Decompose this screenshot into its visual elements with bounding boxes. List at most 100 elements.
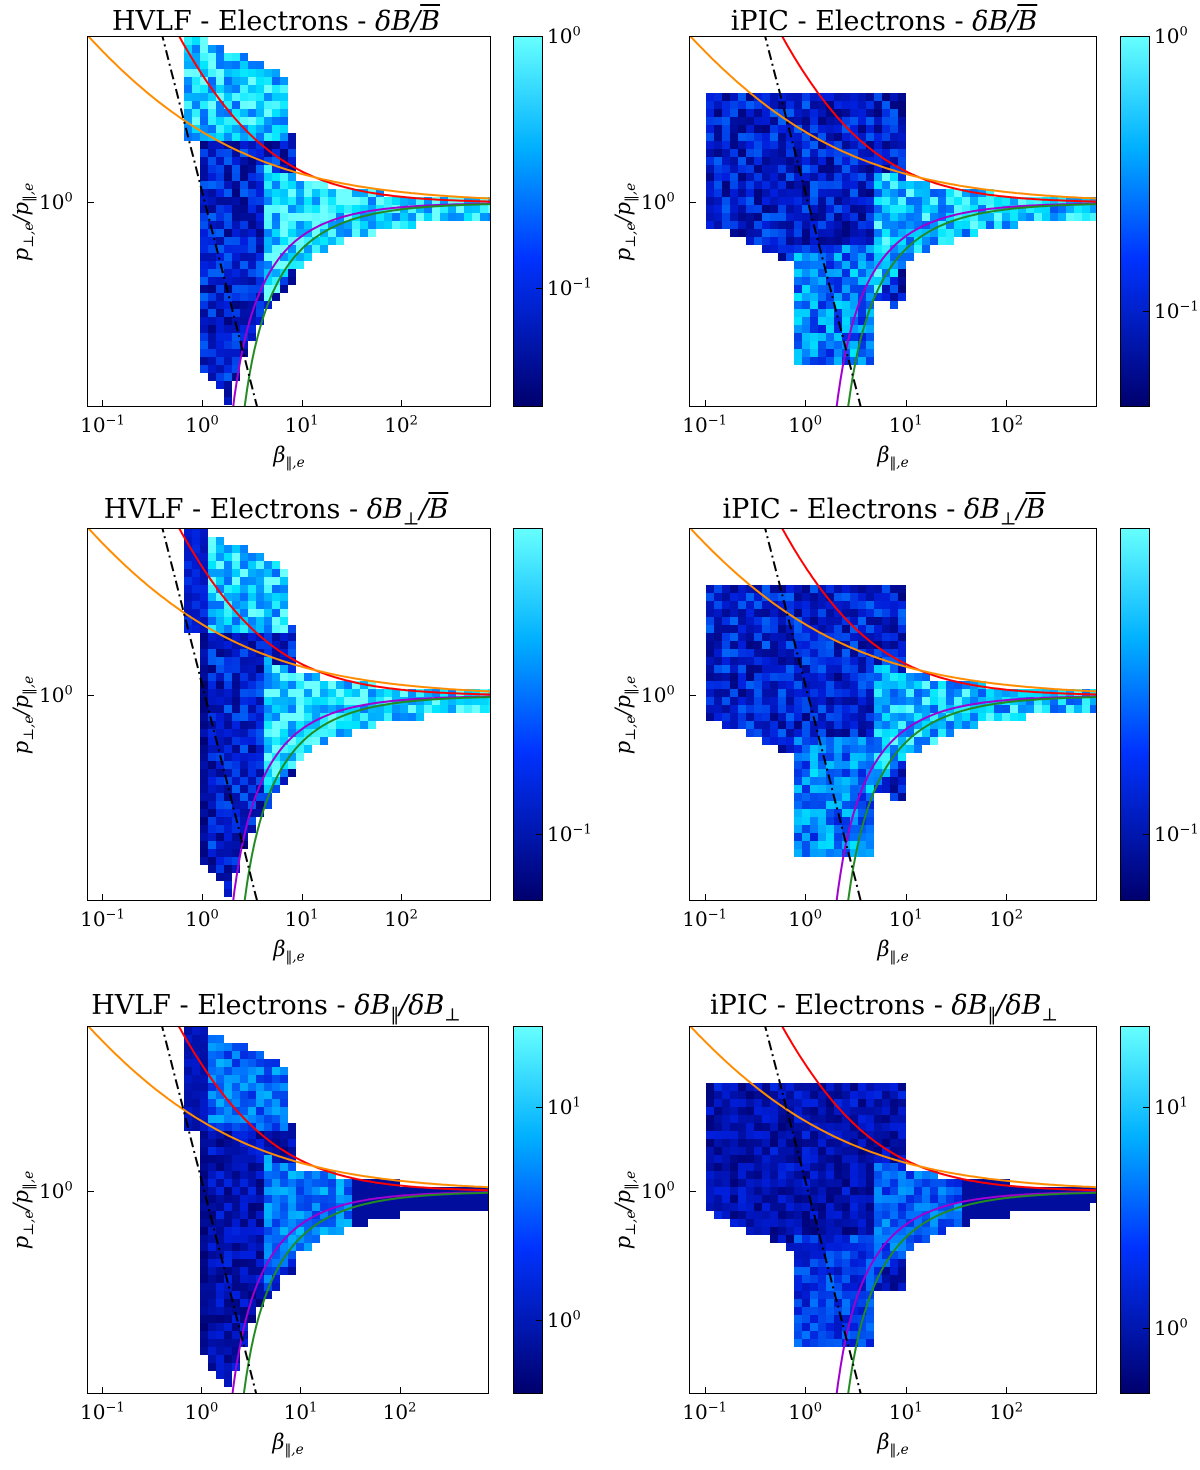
heatmap-cell (336, 705, 344, 713)
heatmap-cell (794, 317, 802, 325)
heatmap-cell (786, 165, 794, 173)
heatmap-cell (818, 1163, 826, 1171)
heatmap-cell (224, 713, 232, 721)
heatmap-cell (730, 133, 738, 141)
heatmap-cell (232, 149, 240, 157)
heatmap-cell (248, 245, 256, 253)
heatmap-cell (714, 109, 722, 117)
heatmap-cell (328, 729, 336, 737)
heatmap-cell (376, 1211, 384, 1219)
heatmap-cell (722, 1179, 730, 1187)
heatmap-cell (248, 277, 256, 285)
heatmap-cell (240, 1315, 248, 1323)
heatmap-cell (794, 341, 802, 349)
heatmap-cell (754, 173, 762, 181)
heatmap-cell (472, 213, 480, 221)
heatmap-cell (914, 1187, 922, 1195)
x-tick-label: 101 (888, 1400, 923, 1424)
heatmap-cell (224, 1315, 232, 1323)
heatmap-cell (208, 761, 216, 769)
heatmap-cell (930, 697, 938, 705)
heatmap-cell (794, 769, 802, 777)
heatmap-cell (714, 1187, 722, 1195)
heatmap-cell (826, 253, 834, 261)
heatmap-cell (858, 109, 866, 117)
heatmap-cell (264, 69, 272, 77)
plot-area (689, 528, 1097, 901)
heatmap-cell (232, 633, 240, 641)
heatmap-cell (280, 769, 288, 777)
heatmap-cell (826, 809, 834, 817)
heatmap-cell (754, 1099, 762, 1107)
heatmap-cell (810, 1339, 818, 1347)
heatmap-cell (890, 609, 898, 617)
heatmap-cell (248, 641, 256, 649)
heatmap-cell (730, 705, 738, 713)
heatmap-cell (376, 689, 384, 697)
heatmap-cell (850, 189, 858, 197)
heatmap-cell (810, 801, 818, 809)
heatmap-cell (706, 173, 714, 181)
heatmap-cell (818, 205, 826, 213)
heatmap-cell (256, 673, 264, 681)
heatmap-cell (280, 261, 288, 269)
heatmap-cell (842, 1115, 850, 1123)
heatmap-cell (184, 601, 192, 609)
heatmap-cell (200, 545, 208, 553)
heatmap-cell (216, 1307, 224, 1315)
heatmap-cell (248, 1195, 256, 1203)
heatmap-cell (810, 833, 818, 841)
heatmap-cell (842, 1107, 850, 1115)
heatmap-cell (890, 745, 898, 753)
heatmap-cell (264, 561, 272, 569)
heatmap-cell (224, 69, 232, 77)
heatmap-cell (216, 1323, 224, 1331)
heatmap-cell (786, 713, 794, 721)
heatmap-cell (208, 293, 216, 301)
heatmap-cell (954, 721, 962, 729)
y-tick (689, 1190, 696, 1192)
heatmap-cell (224, 1115, 232, 1123)
heatmap-cell (994, 205, 1002, 213)
heatmap-cell (224, 373, 232, 381)
heatmap-cell (280, 1203, 288, 1211)
heatmap-cell (746, 1139, 754, 1147)
heatmap-cell (192, 601, 200, 609)
heatmap-cell (898, 277, 906, 285)
heatmap-cell (970, 705, 978, 713)
heatmap-cell (786, 1083, 794, 1091)
heatmap-cell (818, 617, 826, 625)
heatmap-cell (288, 761, 296, 769)
heatmap-cell (890, 1123, 898, 1131)
heatmap-cell (858, 1107, 866, 1115)
heatmap-cell (866, 665, 874, 673)
heatmap-cell (722, 197, 730, 205)
heatmap-cell (786, 1219, 794, 1227)
heatmap-cell (1034, 1187, 1042, 1195)
heatmap-cell (810, 673, 818, 681)
heatmap-cell (320, 697, 328, 705)
heatmap-cell (304, 689, 312, 697)
heatmap-cell (842, 1315, 850, 1323)
heatmap-cell (248, 1251, 256, 1259)
heatmap-cell (714, 93, 722, 101)
heatmap-cell (256, 101, 264, 109)
heatmap-cell (248, 1299, 256, 1307)
heatmap-cell (200, 609, 208, 617)
heatmap-cell (232, 1267, 240, 1275)
heatmap-cell (778, 205, 786, 213)
heatmap-cell (866, 841, 874, 849)
heatmap-cell (280, 117, 288, 125)
heatmap-cell (224, 1099, 232, 1107)
heatmap-cell (938, 205, 946, 213)
heatmap-cell (280, 1227, 288, 1235)
heatmap-cell (754, 601, 762, 609)
heatmap-cell (866, 641, 874, 649)
heatmap-cell (272, 1219, 280, 1227)
heatmap-cell (224, 1379, 232, 1387)
heatmap-cell (818, 1123, 826, 1131)
heatmap-cell (754, 1123, 762, 1131)
heatmap-cell (248, 301, 256, 309)
heatmap-cell (232, 173, 240, 181)
heatmap-cell (866, 801, 874, 809)
